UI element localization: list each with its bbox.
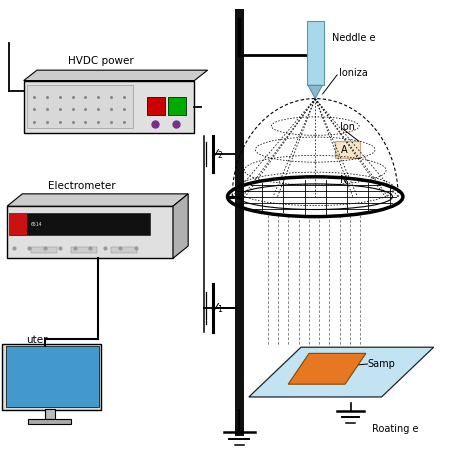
FancyBboxPatch shape bbox=[335, 141, 360, 158]
Polygon shape bbox=[288, 353, 366, 384]
Bar bbox=[6, 346, 99, 407]
Text: A: A bbox=[341, 145, 347, 155]
Text: Samp: Samp bbox=[367, 359, 395, 369]
Text: Roating e: Roating e bbox=[372, 424, 419, 434]
Polygon shape bbox=[24, 70, 208, 81]
Bar bbox=[28, 419, 71, 424]
Text: Ioniza: Ioniza bbox=[339, 67, 368, 78]
Text: HVDC power: HVDC power bbox=[68, 56, 133, 66]
Bar bbox=[9, 213, 27, 235]
Text: Neddle e: Neddle e bbox=[332, 33, 375, 43]
Bar bbox=[307, 21, 324, 85]
Text: uter: uter bbox=[26, 335, 47, 345]
Text: 6514: 6514 bbox=[31, 222, 42, 227]
Bar bbox=[168, 97, 186, 115]
Bar bbox=[146, 97, 164, 115]
Bar bbox=[111, 247, 137, 253]
Text: $V_2$: $V_2$ bbox=[210, 147, 224, 161]
Bar bbox=[7, 206, 173, 258]
Polygon shape bbox=[308, 85, 322, 99]
Bar bbox=[24, 81, 194, 133]
Text: Ion: Ion bbox=[340, 122, 356, 132]
Text: Electrometer: Electrometer bbox=[48, 181, 116, 191]
Bar bbox=[235, 9, 244, 436]
Polygon shape bbox=[7, 194, 188, 206]
Bar bbox=[27, 85, 133, 128]
Bar bbox=[6, 346, 99, 407]
Bar bbox=[2, 344, 101, 410]
Text: $V_1$: $V_1$ bbox=[210, 301, 224, 315]
Bar bbox=[45, 409, 55, 419]
Bar bbox=[9, 213, 151, 235]
Bar bbox=[71, 247, 97, 253]
Polygon shape bbox=[249, 347, 434, 397]
Polygon shape bbox=[173, 194, 188, 258]
Text: N: N bbox=[340, 175, 347, 185]
Bar bbox=[31, 247, 57, 253]
